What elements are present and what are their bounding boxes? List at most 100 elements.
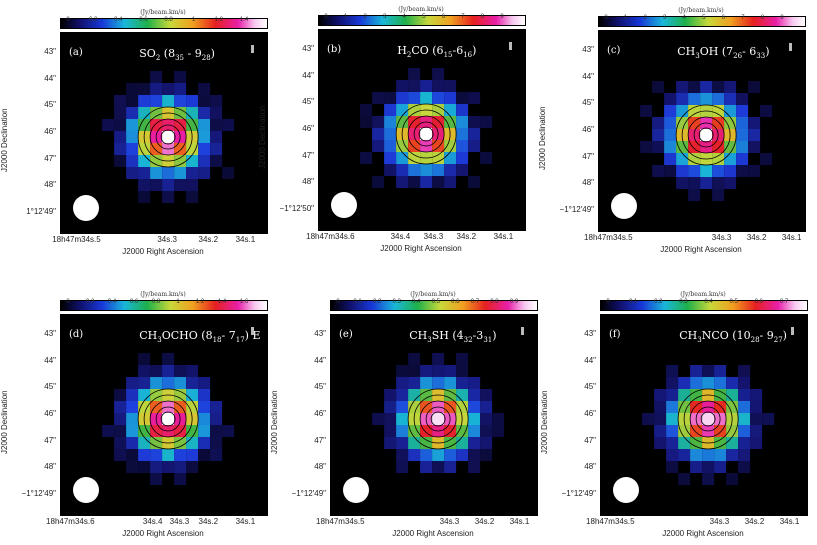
transition-label: CH3SH (432-331) — [409, 329, 496, 344]
emission-pixel — [396, 164, 409, 176]
emission-pixel — [126, 437, 139, 449]
contour-line — [160, 129, 176, 145]
x-tick-label: 18h47m34s.5 — [586, 517, 635, 526]
y-tick-label: −1°12′49" — [21, 489, 56, 498]
colorbar-tick-label: 1 — [176, 299, 180, 305]
contour-line — [425, 406, 451, 432]
emission-pixel — [688, 153, 701, 165]
emission-pixel — [690, 365, 703, 377]
colorbar-tick-label: 0.5 — [729, 299, 738, 305]
emission-pixel — [444, 152, 457, 164]
transition-label-part: 17 — [235, 336, 245, 345]
y-tick-label: 48" — [584, 462, 596, 472]
emission-pixel — [420, 389, 433, 401]
colorbar-tick-label: 4 — [682, 15, 686, 21]
emission-pixel — [138, 365, 151, 377]
emission-pixel — [150, 425, 163, 437]
emission-pixel — [456, 425, 469, 437]
emission-pixel — [126, 461, 139, 473]
x-axis-label: J2000 Right Ascension — [122, 529, 204, 538]
emission-pixel — [690, 401, 703, 413]
colorbar-tick-label: 0 — [66, 299, 70, 305]
emission-pixel — [456, 128, 469, 140]
emission-pixels — [640, 81, 773, 201]
emission-pixel — [678, 473, 691, 485]
colorbar-tick-label: 1.4 — [217, 299, 227, 305]
emission-pixel — [456, 152, 469, 164]
emission-pixel — [714, 437, 727, 449]
transition-label-part: - 9 — [184, 47, 202, 60]
emission-pixel — [702, 461, 715, 473]
emission-pixel — [760, 153, 773, 165]
contour-line — [693, 122, 719, 148]
emission-pixel — [738, 377, 751, 389]
y-tick-label: 46" — [302, 124, 314, 133]
transition-label-part: - 6 — [742, 45, 757, 58]
transition-label-part: - 9 — [759, 329, 774, 342]
emission-pixel — [372, 128, 385, 140]
y-tick-label: −1°12′49" — [561, 489, 596, 498]
emission-pixel — [396, 449, 409, 461]
emission-pixel — [712, 189, 725, 201]
contour-line — [675, 104, 737, 166]
emission-pixel — [174, 83, 187, 95]
emission-pixel — [186, 95, 199, 107]
transition-label-part: 2 — [406, 51, 412, 60]
emission-pixel — [114, 437, 127, 449]
emission-pixel — [174, 155, 187, 167]
colorbar-tick-label: 0.7 — [470, 299, 480, 305]
emission-pixel — [384, 425, 397, 437]
emission-pixel — [480, 413, 493, 425]
emission-pixel — [396, 365, 409, 377]
contour-line — [155, 406, 181, 432]
emission-pixel — [432, 92, 445, 104]
emission-pixel — [676, 117, 689, 129]
emission-pixel — [444, 365, 457, 377]
emission-pixel — [174, 437, 187, 449]
emission-pixel — [724, 177, 737, 189]
emission-pixel — [444, 104, 457, 116]
emission-pixel — [198, 401, 211, 413]
emission-pixel — [384, 413, 397, 425]
emission-pixel — [162, 461, 175, 473]
y-tick-label: 45" — [314, 382, 326, 392]
x-tick-label: 34s.2 — [744, 517, 765, 526]
colorbar-tick-label: 2 — [643, 15, 647, 21]
emission-pixel — [664, 153, 677, 165]
y-tick-label: 43" — [44, 329, 56, 338]
emission-pixel — [372, 116, 385, 128]
emission-pixel — [114, 131, 127, 143]
emission-pixel — [384, 116, 397, 128]
emission-pixel — [210, 413, 223, 425]
contour-line — [143, 394, 193, 444]
emission-pixel — [726, 425, 739, 437]
x-tick-label: 18h47m34s.6 — [306, 232, 355, 241]
emission-pixel — [738, 461, 751, 473]
emission-pixel — [408, 389, 421, 401]
transition-label-part: ) — [472, 44, 477, 57]
emission-pixel — [198, 83, 211, 95]
contour-line — [413, 394, 463, 444]
y-axis-label: J2000 Declination — [0, 390, 9, 454]
emission-pixel — [138, 143, 151, 155]
emission-pixel — [114, 155, 127, 167]
x-axis-label: J2000 Right Ascension — [122, 247, 204, 256]
emission-pixel — [420, 437, 433, 449]
transition-label: CH3NCO (1028- 927) — [679, 329, 787, 344]
colorbar-tick-label: 0 — [606, 299, 610, 305]
emission-pixel — [762, 413, 775, 425]
emission-pixel — [396, 425, 409, 437]
emission-pixel — [174, 473, 187, 485]
colorbar — [60, 300, 268, 311]
x-tick-label: 34s.1 — [779, 517, 800, 526]
emission-pixel — [384, 92, 397, 104]
beam-ellipse — [331, 192, 357, 218]
x-tick-label: 34s.4 — [142, 517, 163, 526]
emission-pixel — [750, 425, 763, 437]
transition-label-part: 3 — [157, 336, 162, 345]
emission-pixel — [688, 93, 701, 105]
transition-label: CH3OH (726- 633) — [677, 45, 769, 60]
emission-pixel — [210, 401, 223, 413]
transition-label-part: ) — [492, 329, 497, 342]
emission-pixel — [640, 141, 653, 153]
